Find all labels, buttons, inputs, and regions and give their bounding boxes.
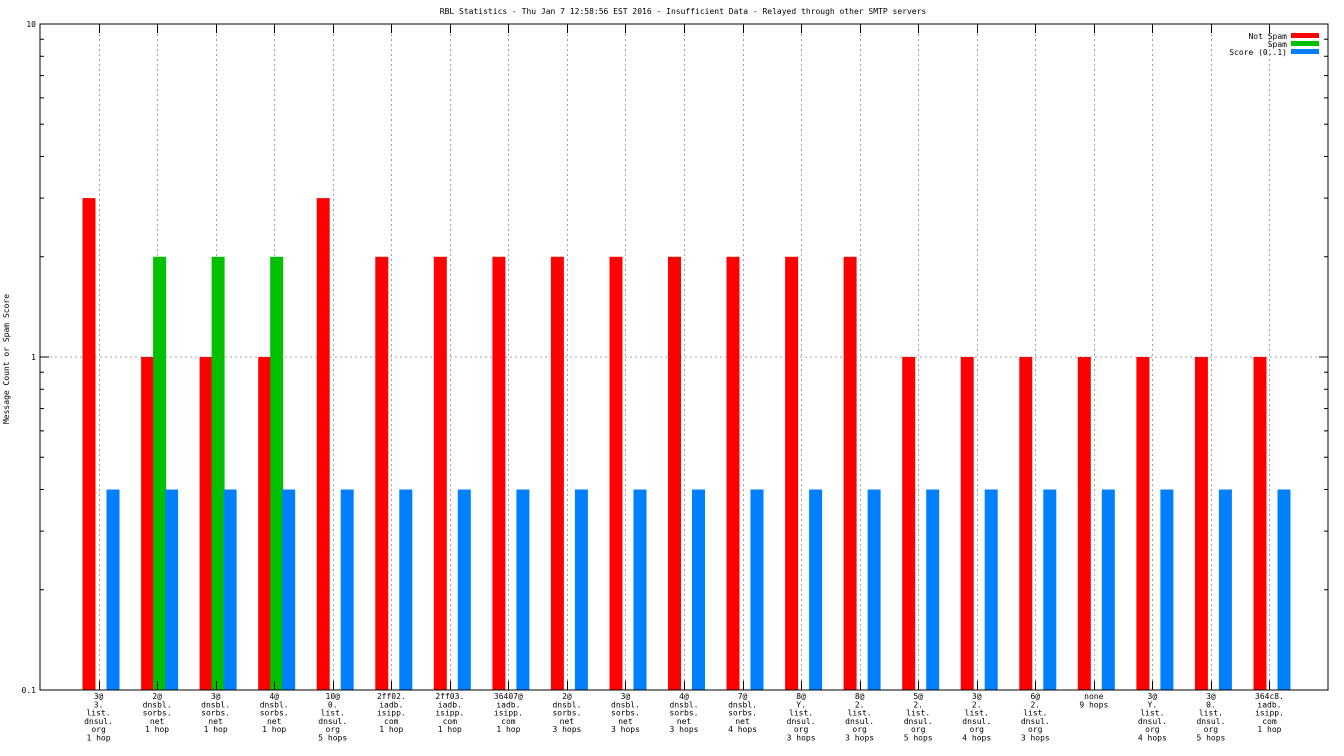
x-tick-label: 3@ 2. list. dnsul. org 4 hops — [962, 692, 991, 743]
bar-score-0-1 — [282, 489, 296, 690]
bar-score-0-1 — [516, 489, 530, 690]
bar-not-spam — [258, 357, 272, 690]
bar-score-0-1 — [750, 489, 764, 690]
bar-not-spam — [1136, 357, 1150, 690]
bar-not-spam — [1077, 357, 1091, 690]
bar-score-0-1 — [106, 489, 120, 690]
bar-score-0-1 — [457, 489, 471, 690]
x-tick-label: 3@ Y. list. dnsul. org 4 hops — [1138, 692, 1167, 743]
bars — [82, 198, 1291, 690]
x-tick-label: 3@ dnsbl. sorbs. net 1 hop — [201, 692, 230, 734]
bar-not-spam — [1019, 357, 1033, 690]
x-tick-label: 10@ 0. list. dnsul. org 5 hops — [318, 692, 347, 743]
bar-score-0-1 — [399, 489, 413, 690]
bar-score-0-1 — [1277, 489, 1291, 690]
x-tick-label: 3@ 3. list. dnsul. org 1 hop — [84, 692, 113, 743]
x-axis-labels: 3@ 3. list. dnsul. org 1 hop 2@ dnsbl. sorbs. net… — [84, 692, 1284, 743]
x-tick-label: 7@ dnsbl. sorbs. net 4 hops — [728, 692, 757, 734]
bar-score-0-1 — [165, 489, 179, 690]
bar-not-spam — [726, 256, 740, 690]
bar-not-spam — [82, 198, 96, 690]
bar-score-0-1 — [1101, 489, 1115, 690]
legend-label: Not Spam — [1248, 32, 1287, 41]
bar-not-spam — [492, 256, 506, 690]
y-axis-label: Message Count or Spam Score — [2, 294, 11, 424]
bar-not-spam — [141, 357, 155, 690]
x-tick-label: 2@ dnsbl. sorbs. net 1 hop — [143, 692, 172, 734]
bar-not-spam — [843, 256, 857, 690]
bar-not-spam — [1253, 357, 1267, 690]
bar-spam — [211, 256, 225, 690]
bar-score-0-1 — [1160, 489, 1174, 690]
bar-spam — [153, 256, 167, 690]
bar-score-0-1 — [984, 489, 998, 690]
bar-not-spam — [1194, 357, 1208, 690]
bar-score-0-1 — [340, 489, 354, 690]
bar-not-spam — [433, 256, 447, 690]
bar-not-spam — [902, 357, 916, 690]
bar-not-spam — [316, 198, 330, 690]
bar-not-spam — [550, 256, 564, 690]
axis-ticks: 0.1 1 10 — [22, 20, 1328, 695]
legend-swatch — [1291, 49, 1319, 54]
x-tick-label: 2ff03. iadb. isipp. com 1 hop — [435, 692, 464, 734]
bar-not-spam — [199, 357, 213, 690]
bar-score-0-1 — [926, 489, 940, 690]
y-tick-label: 10 — [26, 20, 36, 29]
x-tick-label: 2ff02. iadb. isipp. com 1 hop — [377, 692, 406, 734]
x-tick-label: 6@ 2. list. dnsul. org 3 hops — [1021, 692, 1050, 743]
x-tick-label: none 9 hops — [1079, 692, 1108, 709]
bar-not-spam — [609, 256, 623, 690]
bar-score-0-1 — [633, 489, 647, 690]
bar-score-0-1 — [867, 489, 881, 690]
x-tick-label: 4@ dnsbl. sorbs. net 3 hops — [670, 692, 699, 734]
chart-title: RBL Statistics - Thu Jan 7 12:58:56 EST … — [440, 7, 927, 16]
x-tick-label: 36407@ iadb. isipp. com 1 hop — [494, 692, 523, 734]
bar-not-spam — [785, 256, 799, 690]
legend-label: Score (0..1) — [1229, 48, 1287, 57]
bar-score-0-1 — [1218, 489, 1232, 690]
x-tick-label: 2@ dnsbl. sorbs. net 3 hops — [552, 692, 581, 734]
bar-score-0-1 — [692, 489, 705, 690]
legend-swatch — [1291, 33, 1319, 38]
x-tick-label: 5@ 2. list. dnsul. org 5 hops — [904, 692, 933, 743]
bar-score-0-1 — [1043, 489, 1057, 690]
legend-label: Spam — [1268, 40, 1287, 49]
y-tick-label: 0.1 — [22, 686, 37, 695]
x-tick-label: 364c8. iadb. isipp. com 1 hop — [1255, 692, 1284, 734]
x-tick-label: 3@ dnsbl. sorbs. net 3 hops — [611, 692, 640, 734]
grid-lines — [40, 24, 1328, 690]
x-tick-label: 4@ dnsbl. sorbs. net 1 hop — [260, 692, 289, 734]
x-tick-label: 8@ 2. list. dnsul. org 3 hops — [845, 692, 874, 743]
bar-not-spam — [668, 256, 681, 690]
x-tick-label: 8@ Y. list. dnsul. org 3 hops — [787, 692, 816, 743]
bar-score-0-1 — [574, 489, 588, 690]
bar-score-0-1 — [223, 489, 237, 690]
y-tick-label: 1 — [31, 353, 36, 362]
bar-spam — [270, 256, 284, 690]
bar-not-spam — [375, 256, 389, 690]
bar-score-0-1 — [809, 489, 823, 690]
x-tick-label: 3@ 0. list. dnsul. org 5 hops — [1196, 692, 1225, 743]
bar-not-spam — [960, 357, 974, 690]
legend-swatch — [1291, 41, 1319, 46]
